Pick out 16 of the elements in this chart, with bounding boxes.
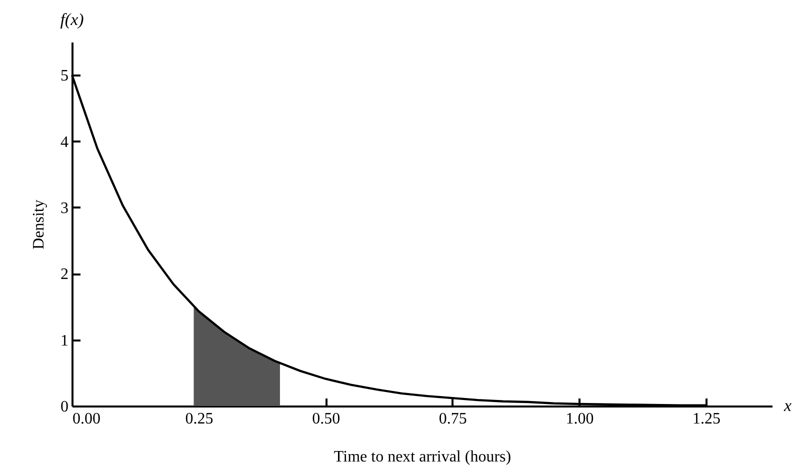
y-axis-title: Density bbox=[30, 200, 48, 250]
x-tick-label: 0.00 bbox=[72, 410, 100, 428]
x-tick-label: 0.50 bbox=[312, 410, 340, 428]
y-tick-label: 0 bbox=[60, 398, 68, 416]
text: x bbox=[783, 396, 792, 415]
y-tick-label: 3 bbox=[60, 200, 68, 217]
y-tick-label: 1 bbox=[60, 332, 68, 350]
x-axis-title: Time to next arrival (hours) bbox=[334, 448, 512, 466]
text: f(x) bbox=[60, 10, 84, 29]
x-tick-label: 1.25 bbox=[692, 410, 721, 428]
x-tick-label: 0.25 bbox=[185, 410, 214, 428]
x-tick-label: 1.00 bbox=[566, 410, 594, 428]
y-tick-label: 2 bbox=[60, 266, 68, 284]
y-tick-label: 5 bbox=[60, 68, 68, 85]
x-tick-label: 0.75 bbox=[438, 410, 467, 428]
y-tick-label: 4 bbox=[60, 134, 68, 151]
